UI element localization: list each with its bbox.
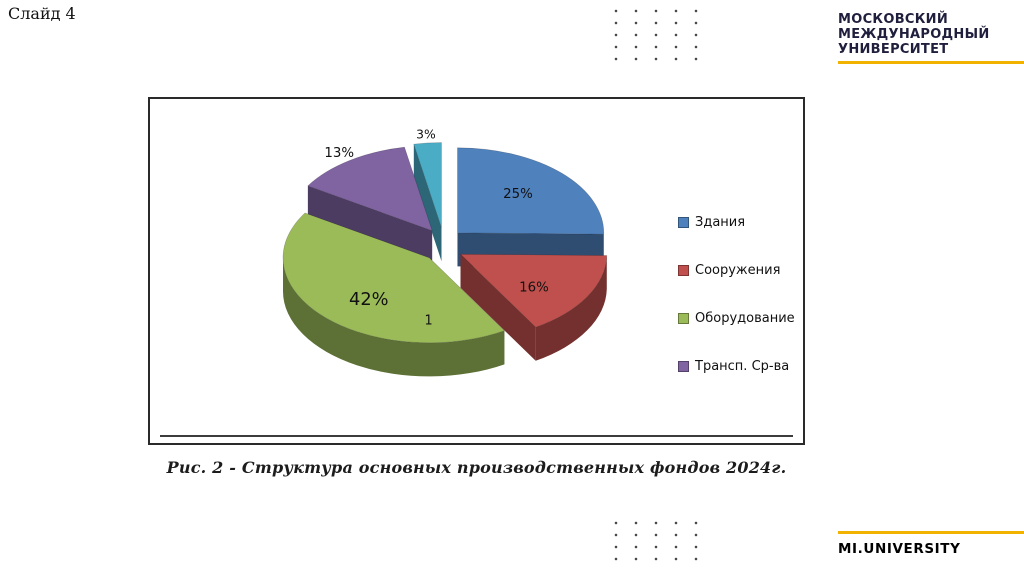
legend-label: Здания (695, 215, 746, 230)
legend-label: Трансп. Ср-ва (695, 359, 790, 374)
svg-text:25%: 25% (503, 187, 533, 202)
chart-legend: Здания Сооружения Оборудование Трансп. Ср-в… (678, 215, 795, 374)
svg-text:16%: 16% (519, 281, 549, 296)
legend-item: Сооружения (678, 263, 795, 278)
logo-line-1: МОСКОВСКИЙ (838, 12, 949, 27)
svg-text:13%: 13% (324, 146, 354, 161)
svg-text:3%: 3% (416, 128, 436, 142)
legend-item: Трансп. Ср-ва (678, 359, 795, 374)
legend-swatch (678, 265, 689, 276)
legend-label: Оборудование (695, 311, 795, 326)
university-logo: МОСКОВСКИЙ МЕЖДУНАРОДНЫЙ УНИВЕРСИТЕТ (838, 12, 1020, 57)
svg-text:42%: 42% (349, 289, 389, 310)
footer-accent-line (838, 531, 1024, 534)
legend-swatch (678, 361, 689, 372)
legend-swatch (678, 313, 689, 324)
slide-number-label: Слайд 4 (8, 4, 76, 23)
header-accent-line (838, 61, 1024, 64)
dot-grid-bottom-decoration (602, 515, 698, 563)
legend-item: Здания (678, 215, 795, 230)
pie-chart: 25% 16% 42% 13% 3% 1 (282, 128, 608, 377)
logo-line-2: МЕЖДУНАРОДНЫЙ (838, 27, 990, 42)
dot-grid-top-decoration (602, 3, 698, 61)
footer-brand-text: MI.UNIVERSITY (838, 541, 961, 557)
figure-caption: Рис. 2 - Структура основных производстве… (166, 458, 787, 477)
legend-label: Сооружения (695, 263, 781, 278)
legend-item: Оборудование (678, 311, 795, 326)
logo-line-3: УНИВЕРСИТЕТ (838, 42, 949, 57)
svg-text:1: 1 (424, 313, 432, 328)
legend-swatch (678, 217, 689, 228)
chart-frame: 25% 16% 42% 13% 3% 1 Здания Сооружения Оборудов… (148, 97, 805, 445)
frame-inner-line (160, 435, 793, 437)
